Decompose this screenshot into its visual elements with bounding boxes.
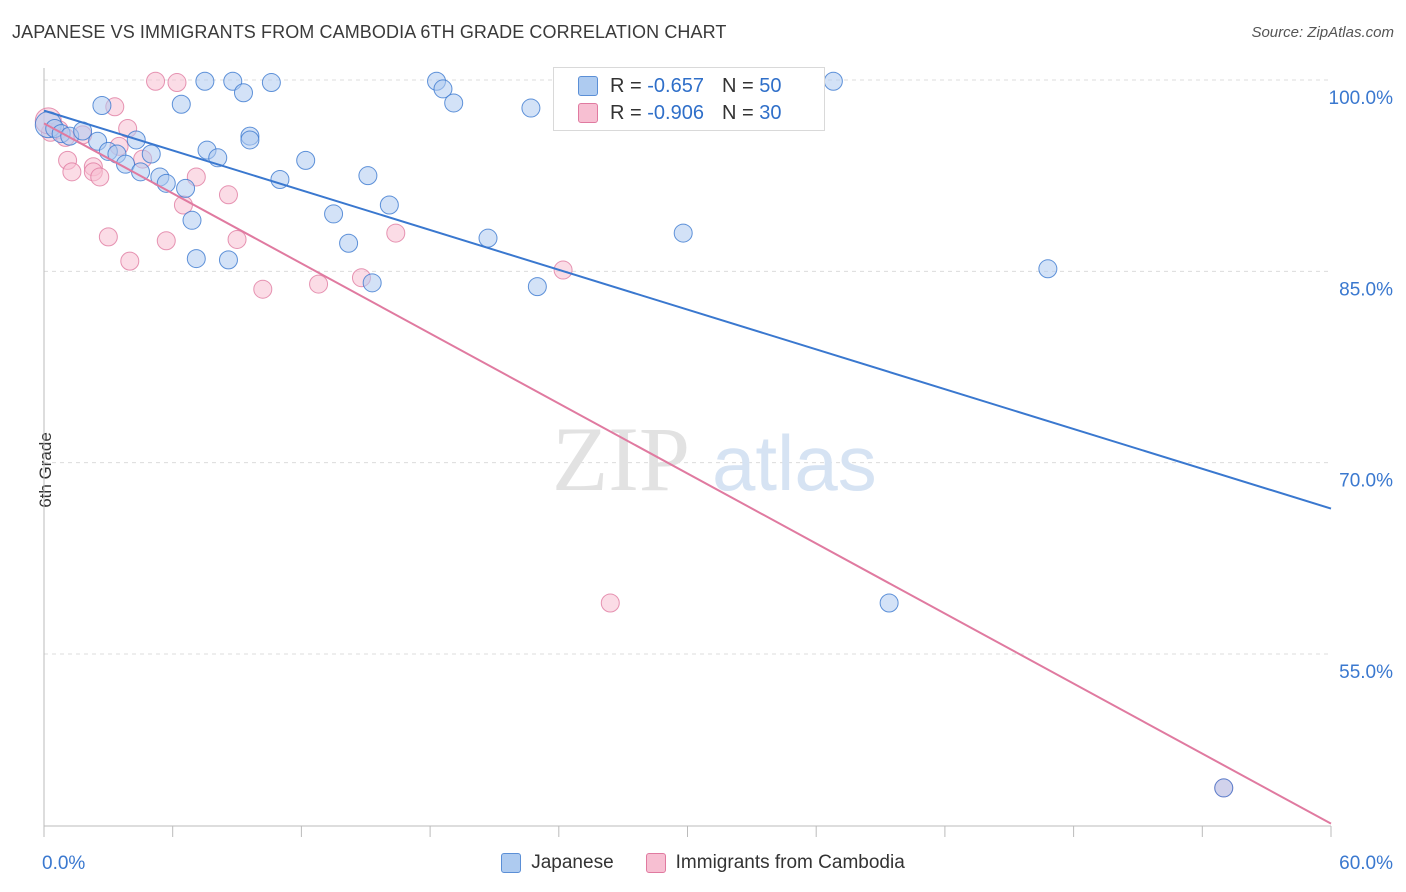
point-japanese (433, 79, 453, 99)
watermark-zip: ZIP (552, 408, 690, 510)
stats-legend: R = -0.657 N = 50 R = -0.906 N = 30 (553, 67, 825, 131)
legend-swatch-japanese (578, 76, 598, 96)
point-cambodia (227, 229, 247, 249)
point-japanese (358, 166, 378, 186)
y-tick-label: 55.0% (1339, 662, 1393, 683)
point-japanese (379, 195, 399, 215)
point-japanese (182, 210, 202, 230)
point-japanese (240, 130, 260, 150)
grid-lines (44, 79, 1331, 655)
y-tick-label: 70.0% (1339, 471, 1393, 492)
legend-n-value: 30 (759, 101, 782, 124)
legend-r-value: -0.906 (647, 101, 704, 124)
point-japanese (261, 73, 281, 93)
trend-line-cambodia (43, 122, 1332, 825)
legend-n-value: 50 (759, 74, 782, 97)
point-japanese (171, 94, 191, 114)
point-cambodia (98, 227, 118, 247)
series-swatch-cambodia (645, 853, 666, 873)
tick-labels: 100.0% 85.0% 70.0% 55.0% 0.0% 60.0% (42, 88, 1393, 874)
series-legend-cambodia: Immigrants from Cambodia (645, 852, 905, 874)
point-japanese (218, 250, 238, 270)
legend-r-value: -0.657 (647, 74, 704, 97)
watermark: ZIP atlas (552, 408, 877, 510)
point-japanese (186, 249, 206, 269)
point-cambodia (156, 231, 176, 251)
point-cambodia (600, 593, 620, 613)
point-cambodia (553, 260, 573, 280)
point-japanese (521, 98, 541, 118)
point-japanese (324, 204, 344, 224)
legend-row-japanese: R = -0.657 N = 50 (578, 73, 781, 99)
legend-n-label: N = (721, 101, 754, 124)
x-tick-label-max: 60.0% (1339, 853, 1393, 874)
series-legend: Japanese Immigrants from Cambodia (0, 852, 1406, 874)
y-tick-label: 100.0% (1329, 88, 1394, 109)
series-label-cambodia: Immigrants from Cambodia (675, 852, 905, 873)
point-cambodia (218, 185, 238, 205)
point-japanese (527, 277, 547, 297)
point-japanese (478, 228, 498, 248)
point-cambodia (62, 162, 82, 182)
point-japanese (116, 154, 136, 174)
point-cambodia (90, 167, 110, 187)
chart-title: JAPANESE VS IMMIGRANTS FROM CAMBODIA 6TH… (12, 22, 727, 42)
point-cambodia (167, 73, 187, 93)
point-japanese (362, 273, 382, 293)
point-japanese (879, 593, 899, 613)
legend-r-label: R = (610, 74, 642, 97)
point-cambodia (253, 279, 273, 299)
point-japanese (176, 178, 196, 198)
series-legend-japanese: Japanese (501, 852, 614, 874)
point-japanese (444, 93, 464, 113)
series-label-japanese: Japanese (531, 852, 614, 873)
point-japanese (141, 144, 161, 164)
trend-lines (43, 109, 1332, 825)
trend-line-japanese (43, 109, 1332, 510)
point-japanese (1038, 259, 1058, 279)
legend-row-cambodia: R = -0.906 N = 30 (578, 100, 781, 126)
chart-source: Source: ZipAtlas.com (1251, 24, 1394, 41)
point-japanese (92, 96, 112, 116)
series-swatch-japanese (501, 853, 522, 873)
point-japanese (1214, 778, 1234, 798)
y-tick-label: 85.0% (1339, 279, 1393, 300)
point-japanese (296, 150, 316, 170)
point-japanese (823, 71, 843, 91)
x-tick-label-min: 0.0% (42, 853, 85, 874)
point-japanese (233, 83, 253, 103)
point-japanese (339, 233, 359, 253)
legend-swatch-cambodia (578, 103, 598, 123)
point-japanese (673, 223, 693, 243)
axes (43, 68, 1332, 837)
watermark-atlas: atlas (712, 419, 877, 507)
legend-r-label: R = (610, 101, 642, 124)
point-cambodia (146, 71, 166, 91)
point-cambodia (120, 251, 140, 271)
point-cambodia (386, 223, 406, 243)
point-japanese (195, 71, 215, 91)
point-cambodia (309, 274, 329, 294)
legend-n-label: N = (721, 74, 754, 97)
